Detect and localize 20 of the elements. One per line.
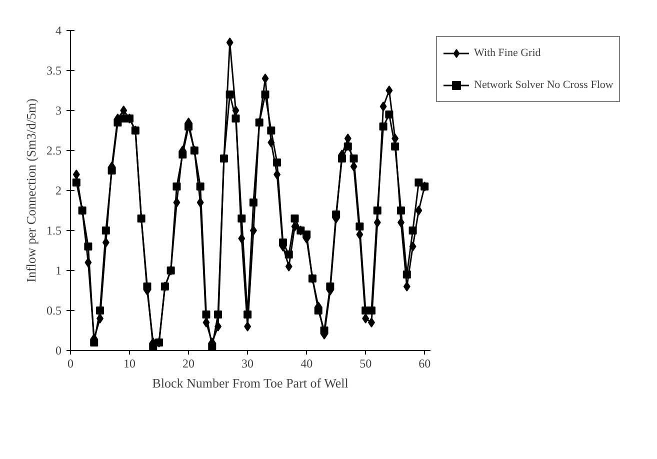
x-tick-label: 30 — [242, 356, 254, 370]
x-tick-label: 60 — [418, 356, 431, 370]
y-axis-title: Inflow per Connection (Sm3/d/5m) — [24, 98, 38, 282]
x-tick-label: 50 — [360, 356, 372, 370]
x-tick-label: 40 — [300, 356, 313, 370]
legend-label: Network Solver No Cross Flow — [474, 79, 614, 91]
y-tick-label: 2 — [56, 184, 62, 198]
y-tick-label: 1.5 — [46, 224, 62, 238]
y-tick-label: 4 — [56, 24, 62, 38]
y-tick-label: 3 — [56, 104, 62, 118]
legend-label: With Fine Grid — [474, 47, 541, 59]
x-tick-label: 0 — [68, 356, 74, 370]
x-axis-title: Block Number From Toe Part of Well — [152, 376, 349, 390]
y-tick-label: 3.5 — [46, 64, 62, 78]
y-tick-label: 0.5 — [46, 304, 62, 318]
y-tick-label: 2.5 — [46, 144, 62, 158]
x-tick-label: 10 — [124, 356, 136, 370]
x-tick-label: 20 — [182, 356, 195, 370]
y-tick-label: 0 — [56, 344, 62, 358]
y-tick-label: 1 — [56, 264, 62, 278]
